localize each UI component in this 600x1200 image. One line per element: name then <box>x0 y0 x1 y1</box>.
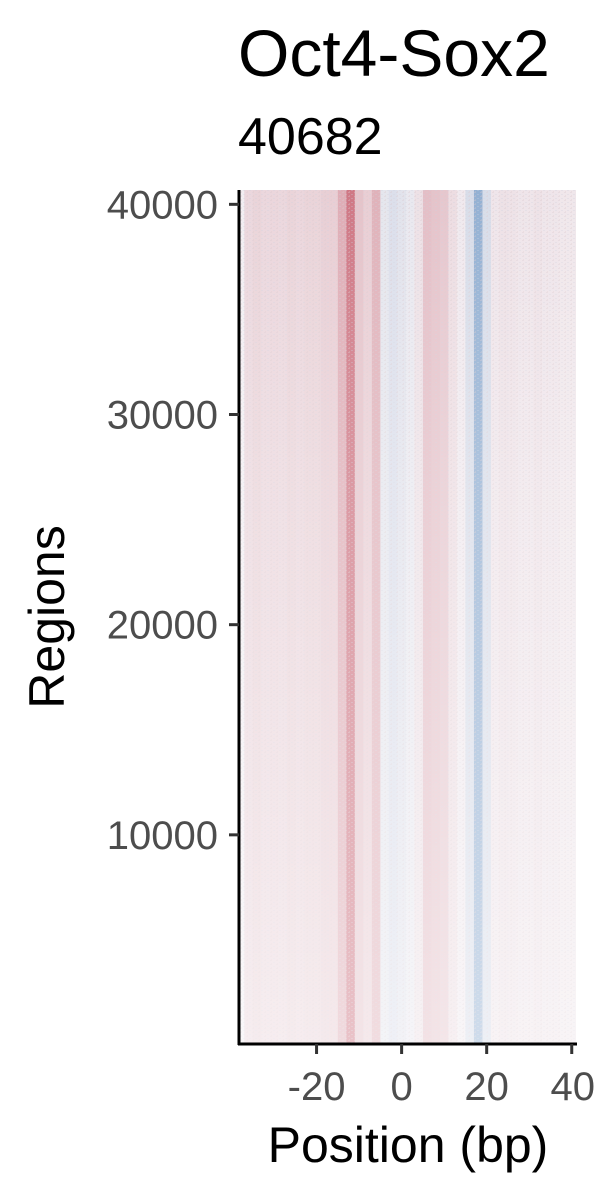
y-tick-label: 10000 <box>107 814 218 858</box>
y-tick-label: 20000 <box>107 604 218 648</box>
x-tick-label: -20 <box>288 1065 346 1109</box>
x-tick-label: 20 <box>464 1065 509 1109</box>
heatmap-fade <box>240 190 576 1045</box>
x-axis-title: Position (bp) <box>268 1117 549 1173</box>
y-tick-label: 30000 <box>107 394 218 438</box>
x-tick-label: 0 <box>390 1065 412 1109</box>
y-axis-title: Regions <box>19 525 75 708</box>
plot-area <box>240 190 576 1045</box>
y-tick-label: 40000 <box>107 183 218 227</box>
x-tick-label: 40 <box>551 1065 596 1109</box>
chart-title: Oct4-Sox2 <box>238 16 550 90</box>
chart-subtitle: 40682 <box>238 108 383 166</box>
